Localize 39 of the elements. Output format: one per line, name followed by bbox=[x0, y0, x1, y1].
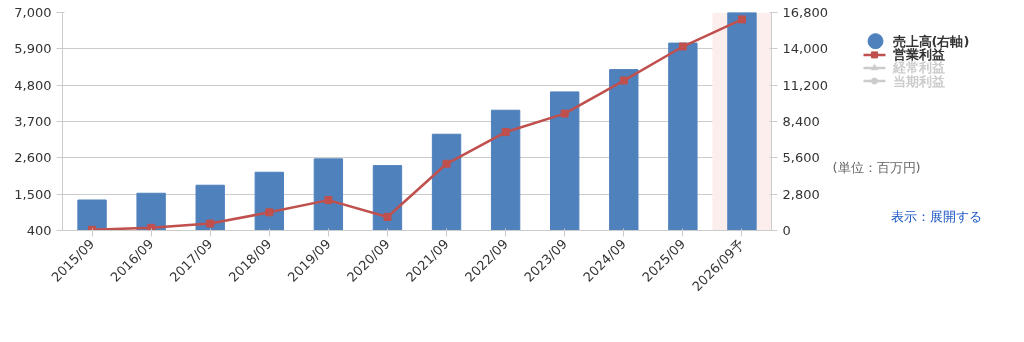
bar bbox=[254, 171, 284, 231]
y2-tick-label: 2,800 bbox=[782, 186, 820, 202]
bar bbox=[490, 109, 521, 231]
y2-tick-label: 11,200 bbox=[782, 77, 828, 93]
y-tick-label: 400 bbox=[26, 223, 52, 238]
y-tick-label: 7,000 bbox=[14, 5, 52, 20]
bar bbox=[668, 42, 698, 231]
y-tick-label: 1,500 bbox=[14, 186, 52, 202]
point bbox=[383, 212, 392, 221]
bar bbox=[195, 184, 225, 231]
y2-tick-label: 5,600 bbox=[782, 150, 820, 166]
point bbox=[265, 208, 274, 217]
point bbox=[737, 15, 746, 24]
point bbox=[560, 109, 569, 118]
bar bbox=[313, 158, 344, 231]
point bbox=[324, 196, 333, 205]
bar bbox=[136, 192, 166, 231]
y2-tick-label: 14,000 bbox=[782, 41, 828, 57]
text: (単位：百万円) bbox=[832, 159, 921, 175]
y-tick-label: 4,800 bbox=[14, 77, 52, 93]
y2-tick-label: 8,400 bbox=[782, 114, 820, 129]
point bbox=[678, 42, 687, 51]
legend-label: 営業利益 bbox=[892, 47, 945, 63]
bar bbox=[609, 69, 639, 231]
y2-tick-label: 16,800 bbox=[782, 5, 828, 20]
bar bbox=[77, 199, 107, 231]
y-tick-label: 5,900 bbox=[14, 41, 52, 57]
bar bbox=[550, 91, 580, 231]
bar bbox=[431, 133, 462, 231]
bar bbox=[372, 165, 403, 231]
y2-tick-label: 0 bbox=[782, 223, 791, 238]
point bbox=[442, 159, 451, 168]
point bbox=[147, 223, 156, 231]
point bbox=[206, 219, 215, 228]
point bbox=[619, 76, 628, 85]
y-tick-label: 3,700 bbox=[14, 114, 52, 129]
text: 表示：展開する bbox=[890, 209, 982, 225]
y-tick-label: 2,600 bbox=[14, 150, 52, 166]
point bbox=[501, 128, 510, 137]
